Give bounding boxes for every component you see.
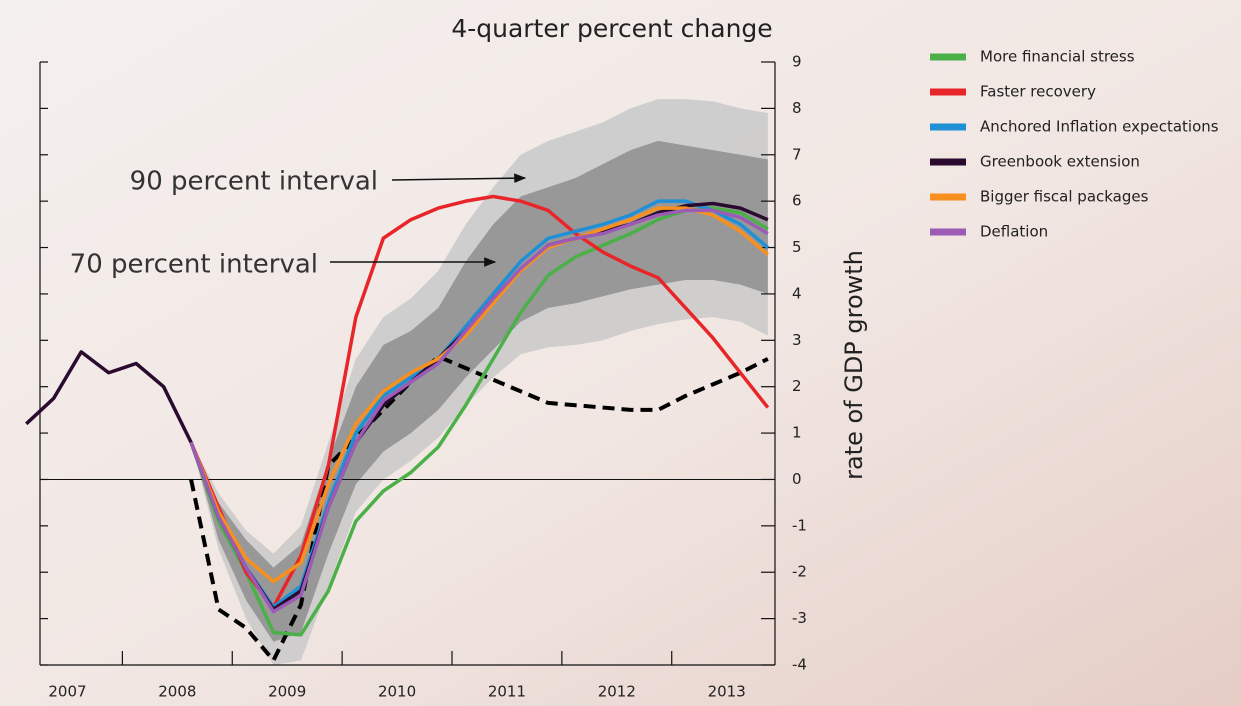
annotation: 70 percent interval (70, 250, 318, 280)
series-line (189, 199, 769, 609)
x-tick-label: 2011 (488, 683, 526, 701)
y-tick-label: -1 (792, 516, 807, 534)
plot (25, 61, 776, 666)
y-tick-label: 3 (792, 331, 802, 349)
y-tick-label: 4 (792, 284, 802, 302)
y-tick-label: 9 (792, 53, 802, 71)
y-tick-label: -4 (792, 656, 807, 674)
legend-label: Bigger fiscal packages (980, 188, 1149, 206)
legend-label: Deflation (980, 223, 1048, 241)
legend-label: Anchored Inflation expectations (980, 118, 1219, 136)
legend-label: Greenbook extension (980, 153, 1140, 171)
annotation: 90 percent interval (130, 167, 378, 197)
chart-title: 4-quarter percent change (451, 14, 772, 43)
y-tick-label: -3 (792, 609, 807, 627)
series-line (189, 208, 769, 614)
legend-swatch (930, 53, 966, 61)
x-tick-label: 2012 (598, 683, 636, 701)
interval-band (191, 140, 768, 642)
x-tick-label: 2008 (158, 683, 196, 701)
series-line (189, 206, 769, 584)
y-tick-label: 1 (792, 424, 802, 442)
y-tick-label: 7 (792, 145, 802, 163)
x-tick-label: 2013 (708, 683, 746, 701)
series-line (189, 206, 769, 637)
y-tick-label: 0 (792, 470, 802, 488)
series-line (189, 194, 770, 609)
x-tick-label: 2009 (268, 683, 306, 701)
y-tick-label: -2 (792, 563, 807, 581)
legend-swatch (930, 228, 966, 236)
x-tick-label: 2010 (378, 683, 416, 701)
legend-swatch (930, 158, 966, 166)
legend-swatch (930, 123, 966, 131)
y-tick-label: 2 (792, 377, 802, 395)
legend-swatch (930, 193, 966, 201)
y-tick-label: 6 (792, 192, 802, 210)
y-tick-label: 8 (792, 99, 802, 117)
legend-label: More financial stress (980, 48, 1135, 66)
y-tick-label: 5 (792, 238, 802, 256)
legend-swatch (930, 88, 966, 96)
x-tick-label: 2007 (48, 683, 86, 701)
y-axis-label: rate of GDP growth (840, 250, 868, 480)
legend-label: Faster recovery (980, 83, 1096, 101)
annotation-arrow (391, 173, 527, 183)
